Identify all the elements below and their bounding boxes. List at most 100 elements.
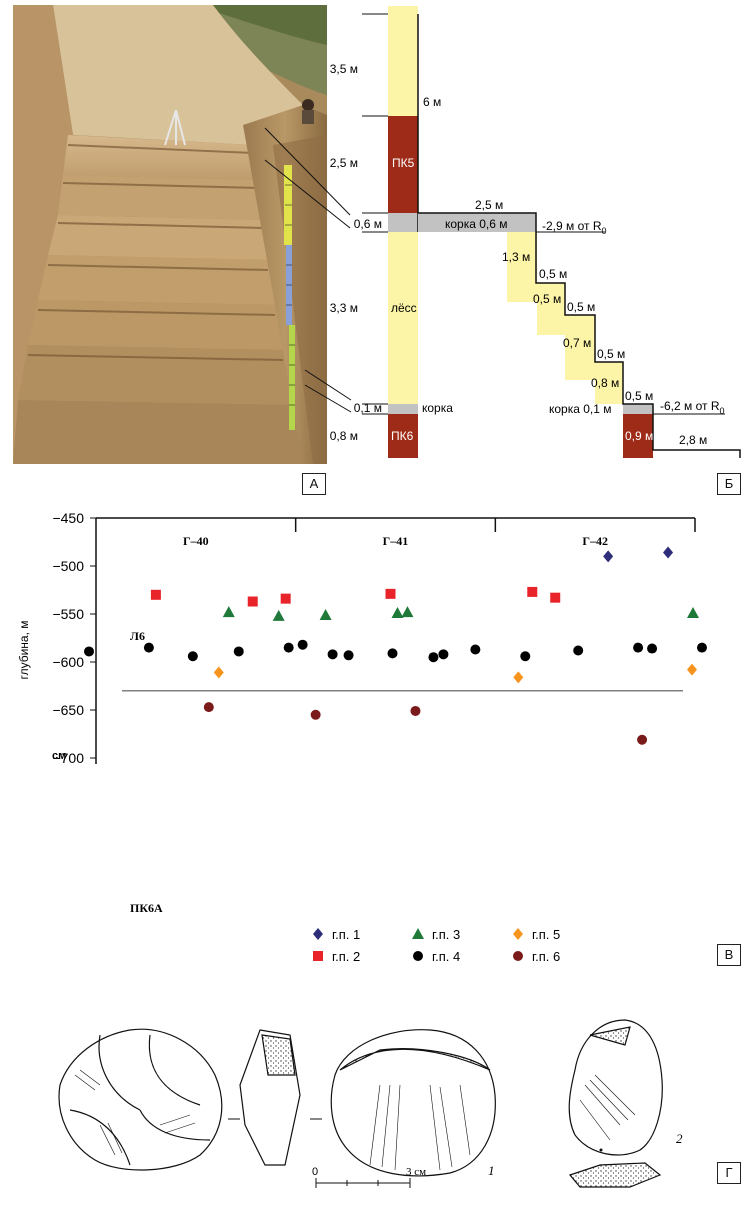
- width-top: 2,5 м: [475, 198, 503, 212]
- data-point-gp4: [187, 651, 198, 662]
- panel-label-g: Г: [717, 1162, 741, 1184]
- data-point-gp4: [633, 642, 644, 653]
- data-point-gp3: [391, 607, 404, 619]
- seg2-thickness: 2,5 м: [330, 156, 358, 170]
- data-point-gp5: [687, 663, 698, 676]
- data-point-gp4: [143, 642, 154, 653]
- data-point-gp1: [663, 546, 674, 559]
- data-point-gp4: [470, 644, 481, 655]
- y-axis-unit: см: [52, 750, 66, 762]
- figure-2-number: 2: [676, 1131, 683, 1146]
- scale-bar: [315, 1178, 411, 1188]
- data-point-gp6: [410, 705, 421, 716]
- data-point-gp1: [603, 550, 614, 563]
- legend-label-gp6: г.п. 6: [532, 949, 560, 964]
- artifact1-profile: [239, 1029, 301, 1166]
- legend-label-gp4: г.п. 4: [432, 949, 460, 964]
- data-point-gp5: [513, 671, 524, 684]
- total-thickness: 6 м: [423, 95, 441, 109]
- legend-label-gp1: г.п. 1: [332, 927, 360, 942]
- data-point-gp4: [343, 650, 354, 661]
- data-point-gp3: [319, 608, 332, 620]
- step2a: 0,5 м: [539, 267, 567, 281]
- data-point-gp5: [213, 666, 224, 679]
- crust-bottom: корка 0,1 м: [549, 402, 612, 416]
- level-bottom: -6,2 м от R0: [660, 399, 725, 416]
- data-point-gp4: [647, 643, 658, 654]
- data-point-gp6: [310, 709, 321, 720]
- pk6-width: 2,8 м: [679, 433, 707, 447]
- artifact-drawings: 0 3 см 1 2: [58, 1019, 683, 1188]
- panel-label-v: В: [717, 944, 741, 966]
- y-tick-label: −650: [52, 702, 84, 718]
- legend-label-gp3: г.п. 3: [432, 927, 460, 942]
- section-label: Г–40: [183, 534, 209, 548]
- legend-marker-gp4: [413, 951, 423, 961]
- scale-zero: 0: [312, 1166, 318, 1178]
- y-tick-label: −450: [52, 510, 84, 526]
- legend-marker-gp1: [313, 928, 323, 940]
- data-point-gp3: [272, 609, 285, 621]
- data-point-gp2: [280, 593, 291, 604]
- data-point-gp4: [573, 645, 584, 656]
- data-point-gp4: [520, 651, 531, 662]
- seg3-thickness: 0,6 м: [354, 217, 382, 231]
- step4a: 0,5 м: [597, 347, 625, 361]
- section-label: Г–41: [383, 534, 409, 548]
- seg6-thickness: 0,8 м: [330, 429, 358, 443]
- data-point-gp2: [527, 586, 538, 597]
- data-point-gp4: [696, 642, 707, 653]
- data-point-gp6: [637, 734, 648, 745]
- step3a: 0,5 м: [567, 300, 595, 314]
- step3b: 0,7 м: [563, 336, 591, 350]
- data-point-gp3: [687, 607, 700, 619]
- drawings-panel: 0 3 см 1 2: [0, 1015, 751, 1200]
- legend-label-gp5: г.п. 5: [532, 927, 560, 942]
- artifact1-view-a: [58, 1028, 223, 1171]
- stratigraphy-diagram: 3,5 м 2,5 м ПК5 0,6 м 3,3 м лёсс 0,1 м к…: [264, 6, 741, 458]
- layer-lower-label: ПК6А: [130, 901, 163, 915]
- y-tick-label: −600: [52, 654, 84, 670]
- data-point-gp2: [550, 592, 561, 603]
- data-point-gp4: [84, 646, 95, 657]
- data-point-gp4: [438, 649, 449, 660]
- data-point-gp2: [385, 588, 396, 599]
- scatter-panel: глубина, м см Л6 ПК6А Г–40 Г–41 Г–42 −450 −5…: [0, 500, 751, 920]
- y-axis-label: глубина, м: [17, 620, 31, 679]
- seg2-name: ПК5: [392, 156, 415, 170]
- data-point-gp4: [283, 642, 294, 653]
- step1: 1,3 м: [502, 250, 530, 264]
- step2b: 0,5 м: [533, 292, 561, 306]
- y-tick-label: −550: [52, 606, 84, 622]
- legend-marker-gp5: [513, 928, 523, 940]
- legend-marker-gp6: [513, 951, 523, 961]
- step4b: 0,8 м: [591, 376, 619, 390]
- excavation-photo: [13, 5, 327, 464]
- seg4-name: лёсс: [391, 301, 417, 315]
- section-label: Г–42: [582, 534, 608, 548]
- y-tick-label: −500: [52, 558, 84, 574]
- panel-label-a: А: [302, 473, 326, 495]
- figure-1-number: 1: [488, 1163, 495, 1178]
- data-point-gp6: [203, 702, 214, 713]
- step5: 0,5 м: [625, 389, 653, 403]
- column-panel: 3,5 м 2,5 м ПК5 0,6 м 3,3 м лёсс 0,1 м к…: [245, 0, 751, 470]
- data-point-gp3: [222, 606, 235, 618]
- data-point-gp4: [387, 648, 398, 659]
- pk6-thickness: 0,9 м: [625, 429, 653, 443]
- data-point-gp4: [327, 649, 338, 660]
- legend-marker-gp3: [412, 928, 424, 939]
- crust-top: корка 0,6 м: [445, 217, 508, 231]
- chart-legend: г.п. 1 г.п. 2 г.п. 3 г.п. 4 г.п. 5 г.п. 6: [310, 922, 610, 966]
- data-point-gp4: [297, 639, 308, 650]
- artifact2-profile: [568, 1162, 662, 1188]
- y-tick-label: −700: [52, 750, 84, 766]
- photo-panel: [13, 5, 327, 464]
- data-point-gp4: [233, 646, 244, 657]
- seg5-name: корка: [422, 401, 453, 415]
- legend-marker-gp2: [313, 951, 323, 961]
- artifact2-view: [568, 1019, 663, 1156]
- seg4-thickness: 3,3 м: [330, 301, 358, 315]
- seg5-thickness: 0,1 м: [354, 401, 382, 415]
- seg6-name: ПК6: [391, 429, 414, 443]
